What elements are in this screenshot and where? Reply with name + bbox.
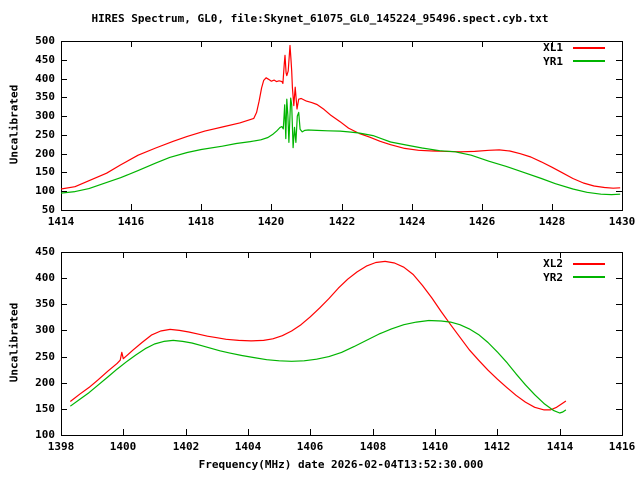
y-tick-label: 450	[35, 245, 55, 258]
legend-line-sample-yr1	[573, 60, 605, 63]
x-tick-label: 1422	[328, 215, 356, 228]
legend-label-xl1: XL1	[543, 41, 563, 55]
chart-title: HIRES Spectrum, GL0, file:Skynet_61075_G…	[91, 12, 549, 25]
x-tick-label: 1410	[421, 440, 449, 453]
x-tick-label: 1404	[234, 440, 262, 453]
x-tick-label: 1398	[47, 440, 75, 453]
x-tick-label: 1408	[359, 440, 387, 453]
y-tick-label: 350	[35, 297, 55, 310]
legend-line-sample-yr2	[573, 276, 605, 279]
legend-entry-yr2: YR2	[543, 271, 605, 285]
x-tick-label: 1416	[608, 440, 636, 453]
legend-label-yr1: YR1	[543, 54, 563, 68]
series-line-xl2	[69, 260, 567, 411]
x-tick-label: 1428	[538, 215, 566, 228]
y-tick-label: 50	[41, 203, 55, 216]
y-tick-label: 500	[35, 34, 55, 47]
x-tick-label: 1412	[483, 440, 511, 453]
series-line-yr2	[69, 319, 567, 414]
y-tick-label: 100	[35, 428, 55, 441]
legend-line-sample-xl1	[573, 46, 605, 49]
y-tick-label: 200	[35, 147, 55, 160]
plot-border	[61, 252, 623, 436]
y-tick-label: 150	[35, 165, 55, 178]
legend-entry-yr1: YR1	[543, 55, 605, 69]
legend-label-xl2: XL2	[543, 257, 563, 271]
y-tick-label: 150	[35, 402, 55, 415]
y-tick-label: 200	[35, 376, 55, 389]
legend-top-plot: XL1 YR1	[543, 41, 605, 68]
y-tick-label: 450	[35, 53, 55, 66]
legend-label-yr2: YR2	[543, 270, 563, 284]
y-tick-label: 100	[35, 184, 55, 197]
legend-entry-xl2: XL2	[543, 257, 605, 271]
x-tick-label: 1416	[117, 215, 145, 228]
x-tick-label: 1414	[546, 440, 574, 453]
x-tick-label: 1430	[608, 215, 636, 228]
y-tick-label: 300	[35, 323, 55, 336]
x-tick-label: 1414	[47, 215, 75, 228]
y-tick-label: 400	[35, 271, 55, 284]
x-tick-label: 1402	[172, 440, 200, 453]
x-tick-label: 1400	[109, 440, 137, 453]
x-tick-label: 1426	[468, 215, 496, 228]
x-axis-label: Frequency(MHz) date 2026-02-04T13:52:30.…	[198, 458, 484, 471]
y-tick-label: 350	[35, 90, 55, 103]
y-tick-label: 250	[35, 128, 55, 141]
legend-line-sample-xl2	[573, 262, 605, 265]
plot-border	[61, 41, 623, 211]
legend-bottom-plot: XL2 YR2	[543, 257, 605, 284]
series-line-yr1	[60, 97, 621, 196]
x-tick-label: 1418	[187, 215, 215, 228]
legend-entry-xl1: XL1	[543, 41, 605, 55]
x-tick-label: 1420	[257, 215, 285, 228]
y-tick-label: 400	[35, 72, 55, 85]
series-line-xl1	[60, 44, 621, 190]
y-tick-label: 250	[35, 350, 55, 363]
x-tick-label: 1424	[398, 215, 426, 228]
x-tick-label: 1406	[296, 440, 324, 453]
y-tick-label: 300	[35, 109, 55, 122]
